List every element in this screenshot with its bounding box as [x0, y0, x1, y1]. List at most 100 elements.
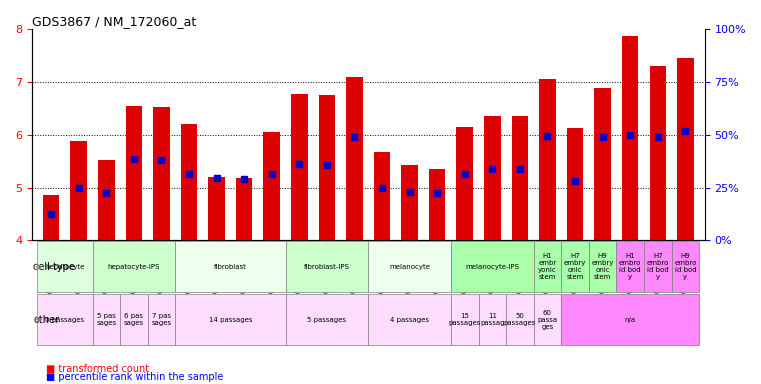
Bar	[43, 195, 59, 240]
Bar	[346, 77, 363, 240]
Bar	[484, 116, 501, 240]
Bar	[126, 106, 142, 240]
FancyBboxPatch shape	[533, 294, 562, 345]
Text: 5 pas
sages: 5 pas sages	[96, 313, 116, 326]
FancyBboxPatch shape	[368, 242, 451, 292]
Bar	[93, 29, 120, 240]
Text: hepatocyte: hepatocyte	[45, 264, 84, 270]
Bar	[313, 29, 341, 240]
Bar	[589, 29, 616, 240]
Text: hepatocyte-iPS: hepatocyte-iPS	[108, 264, 160, 270]
Bar	[677, 58, 693, 240]
FancyBboxPatch shape	[37, 242, 93, 292]
Text: fibroblast: fibroblast	[214, 264, 247, 270]
Text: other: other	[33, 314, 59, 324]
Bar	[291, 94, 307, 240]
Bar	[285, 29, 313, 240]
Bar	[562, 29, 589, 240]
FancyBboxPatch shape	[37, 294, 93, 345]
FancyBboxPatch shape	[285, 294, 368, 345]
Text: 15
passages: 15 passages	[448, 313, 481, 326]
Bar	[319, 95, 335, 240]
Bar	[616, 29, 644, 240]
Text: 7 pas
sages: 7 pas sages	[151, 313, 171, 326]
Bar	[429, 169, 445, 240]
Bar	[258, 29, 285, 240]
Bar	[202, 29, 231, 240]
FancyBboxPatch shape	[175, 294, 285, 345]
Bar	[511, 116, 528, 240]
Text: 0 passages: 0 passages	[46, 316, 84, 323]
Text: 4 passages: 4 passages	[390, 316, 429, 323]
Text: cell type: cell type	[33, 262, 75, 272]
Text: ■ percentile rank within the sample: ■ percentile rank within the sample	[46, 372, 223, 382]
Bar	[396, 29, 423, 240]
FancyBboxPatch shape	[644, 242, 671, 292]
Bar	[341, 29, 368, 240]
Bar	[231, 29, 258, 240]
Text: melanocyte-IPS: melanocyte-IPS	[465, 264, 519, 270]
Bar	[209, 177, 224, 240]
FancyBboxPatch shape	[93, 294, 120, 345]
FancyBboxPatch shape	[175, 242, 285, 292]
FancyBboxPatch shape	[533, 242, 562, 292]
FancyBboxPatch shape	[671, 242, 699, 292]
FancyBboxPatch shape	[616, 242, 644, 292]
FancyBboxPatch shape	[285, 242, 368, 292]
Text: 14 passages: 14 passages	[209, 316, 252, 323]
Text: melanocyte: melanocyte	[389, 264, 430, 270]
Bar	[479, 29, 506, 240]
Text: n/a: n/a	[625, 316, 635, 323]
Text: H9
embro
id bod
y: H9 embro id bod y	[674, 253, 696, 280]
Bar	[153, 107, 170, 240]
Bar	[181, 124, 197, 240]
FancyBboxPatch shape	[479, 294, 506, 345]
FancyBboxPatch shape	[148, 294, 175, 345]
Text: GDS3867 / NM_172060_at: GDS3867 / NM_172060_at	[32, 15, 196, 28]
Bar	[71, 141, 87, 240]
Text: 60
passa
ges: 60 passa ges	[537, 310, 558, 329]
FancyBboxPatch shape	[120, 294, 148, 345]
Text: H7
embry
onic
stem: H7 embry onic stem	[564, 253, 586, 280]
FancyBboxPatch shape	[368, 294, 451, 345]
Bar	[175, 29, 202, 240]
Bar	[567, 128, 584, 240]
FancyBboxPatch shape	[93, 242, 175, 292]
Bar	[65, 29, 93, 240]
Bar	[37, 29, 65, 240]
Bar	[457, 127, 473, 240]
Text: 11
passag: 11 passag	[480, 313, 505, 326]
Text: 6 pas
sages: 6 pas sages	[124, 313, 144, 326]
Bar	[533, 29, 562, 240]
Text: H1
embro
id bod
y: H1 embro id bod y	[619, 253, 642, 280]
Text: H9
embry
onic
stem: H9 embry onic stem	[591, 253, 614, 280]
Bar	[368, 29, 396, 240]
Text: fibroblast-IPS: fibroblast-IPS	[304, 264, 350, 270]
Bar	[540, 79, 556, 240]
FancyBboxPatch shape	[506, 294, 533, 345]
Bar	[671, 29, 699, 240]
Bar	[401, 166, 418, 240]
Text: ■ transformed count: ■ transformed count	[46, 364, 149, 374]
FancyBboxPatch shape	[451, 242, 533, 292]
Bar	[649, 66, 666, 240]
FancyBboxPatch shape	[589, 242, 616, 292]
Bar	[622, 35, 638, 240]
FancyBboxPatch shape	[562, 242, 589, 292]
Bar	[374, 152, 390, 240]
Text: 50
passages: 50 passages	[504, 313, 536, 326]
Text: H1
embr
yonic
stem: H1 embr yonic stem	[538, 253, 557, 280]
Text: 5 passages: 5 passages	[307, 316, 346, 323]
FancyBboxPatch shape	[562, 294, 699, 345]
Bar	[148, 29, 175, 240]
Bar	[120, 29, 148, 240]
FancyBboxPatch shape	[451, 294, 479, 345]
Bar	[644, 29, 671, 240]
Bar	[236, 178, 253, 240]
Bar	[506, 29, 533, 240]
Bar	[263, 132, 280, 240]
Bar	[98, 160, 115, 240]
Bar	[451, 29, 479, 240]
Text: H7
embro
id bod
y: H7 embro id bod y	[647, 253, 669, 280]
Bar	[594, 88, 611, 240]
